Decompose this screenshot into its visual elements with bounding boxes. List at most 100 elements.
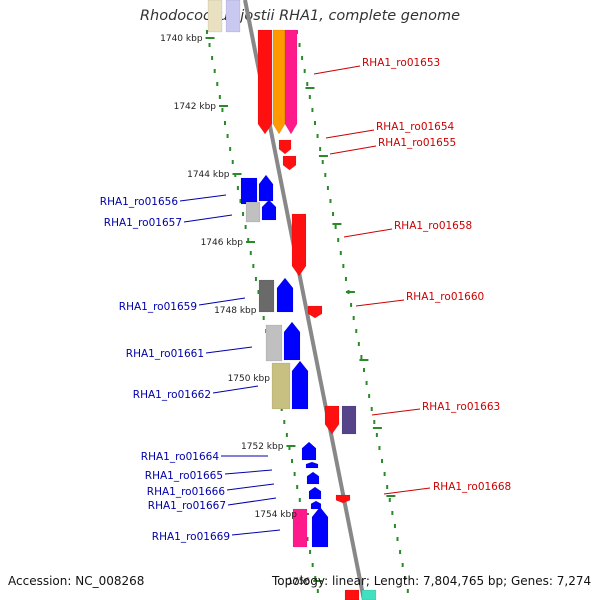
ruler-dot [357,342,360,346]
reverse-gene-label: RHA1_ro01657 [104,217,182,229]
genome-stats-text: Topology: linear; Length: 7,804,765 bp; … [272,574,592,588]
ruler-dot [319,147,322,151]
ruler-dot [316,134,319,138]
ruler-dot [339,251,342,255]
gene-arrow [306,471,320,485]
leader-line [329,145,377,155]
ruler-dot [383,472,386,476]
gene-arrow [291,360,309,410]
ruler-dot [344,277,347,281]
leader-line [343,228,393,238]
ruler-dot [229,147,232,151]
ruler-dot [381,459,384,463]
gene-arrow [276,277,294,313]
gene-block [292,508,308,548]
ruler-dot [308,95,311,99]
ruler-dot [291,459,294,463]
leader-line [226,483,275,491]
ruler-dot [293,472,296,476]
gene-arrow [311,506,329,548]
ruler-dot [324,173,327,177]
reverse-gene-label: RHA1_ro01667 [148,500,226,512]
gene-arrow [282,155,297,171]
ruler-dot [399,550,402,554]
feature-layer [207,0,377,600]
gene-arrow [308,486,322,500]
gene-block [225,0,241,33]
forward-gene-label: RHA1_ro01658 [394,220,472,232]
ruler-dot [311,108,314,112]
forward-gene-label: RHA1_ro01654 [376,121,455,133]
ruler-dot [391,511,394,515]
ruler-dot [303,69,306,73]
ruler-dot [306,82,309,86]
leader-line [325,129,375,139]
ruler-dot [254,277,257,281]
ruler-dot [218,95,221,99]
leader-line [198,297,246,306]
gene-block [271,362,291,410]
ruler-dot [285,433,288,437]
reverse-gene-label: RHA1_ro01665 [145,470,223,482]
ruler-label: 1750 kbp [228,374,271,384]
gene-arrow [272,29,286,135]
gene-arrow [324,405,340,435]
ruler-dot [406,589,409,593]
ruler-dot [205,30,208,34]
ruler-dot [252,264,255,268]
gene-arrow [283,321,301,361]
ruler-dot [352,316,355,320]
ruler-dot [365,381,368,385]
gene-block [245,201,261,223]
leader-line [179,194,227,202]
ruler-dot [239,199,242,203]
gene-arrow [291,213,307,277]
ruler-dot [401,563,404,567]
ruler-dot [316,589,319,593]
gene-arrow [258,174,274,202]
ruler-dot [236,186,239,190]
gene-arrow [284,29,298,135]
ruler-dot [370,407,373,411]
gene-arrow [335,494,351,504]
ruler-dot [393,524,396,528]
gene-arrow [301,441,317,461]
ruler-dot [231,160,234,164]
reverse-gene-label: RHA1_ro01669 [152,531,230,543]
ruler-dot [396,537,399,541]
ruler-dot [329,199,332,203]
ruler-dot [221,108,224,112]
label-layer: 1740 kbp 1742 kbp 1744 kbp 1746 kbp 1748 kbp… [100,34,511,587]
ruler-dot [311,563,314,567]
ruler-dot [321,160,324,164]
ruler-dot [314,576,317,580]
gene-block [344,589,360,600]
ruler-label: 1742 kbp [174,102,217,112]
gene-arrow [305,461,319,469]
gene-arrow [261,199,277,221]
ruler-dot [404,576,407,580]
ruler-dot [373,420,376,424]
ruler-dot [337,238,340,242]
ruler-dot [262,316,265,320]
forward-gene-label: RHA1_ro01663 [422,401,500,413]
ruler-label: 1744 kbp [187,170,230,180]
leader-line [383,487,431,495]
leader-line [212,385,259,394]
gene-block [240,177,258,205]
gene-block [265,324,283,362]
ruler-dot [296,485,299,489]
gene-arrow [310,500,322,510]
ruler-dot [362,368,365,372]
accession-text: Accession: NC_008268 [8,574,145,588]
leader-line [227,497,277,506]
ruler-dot [332,212,335,216]
ruler-dot [216,82,219,86]
forward-gene-label: RHA1_ro01660 [406,291,484,303]
ruler-dot [247,238,250,242]
ruler-label: 1752 kbp [241,442,284,452]
ruler-dot [309,550,312,554]
ruler-dot [355,329,358,333]
gene-arrow [257,29,273,135]
